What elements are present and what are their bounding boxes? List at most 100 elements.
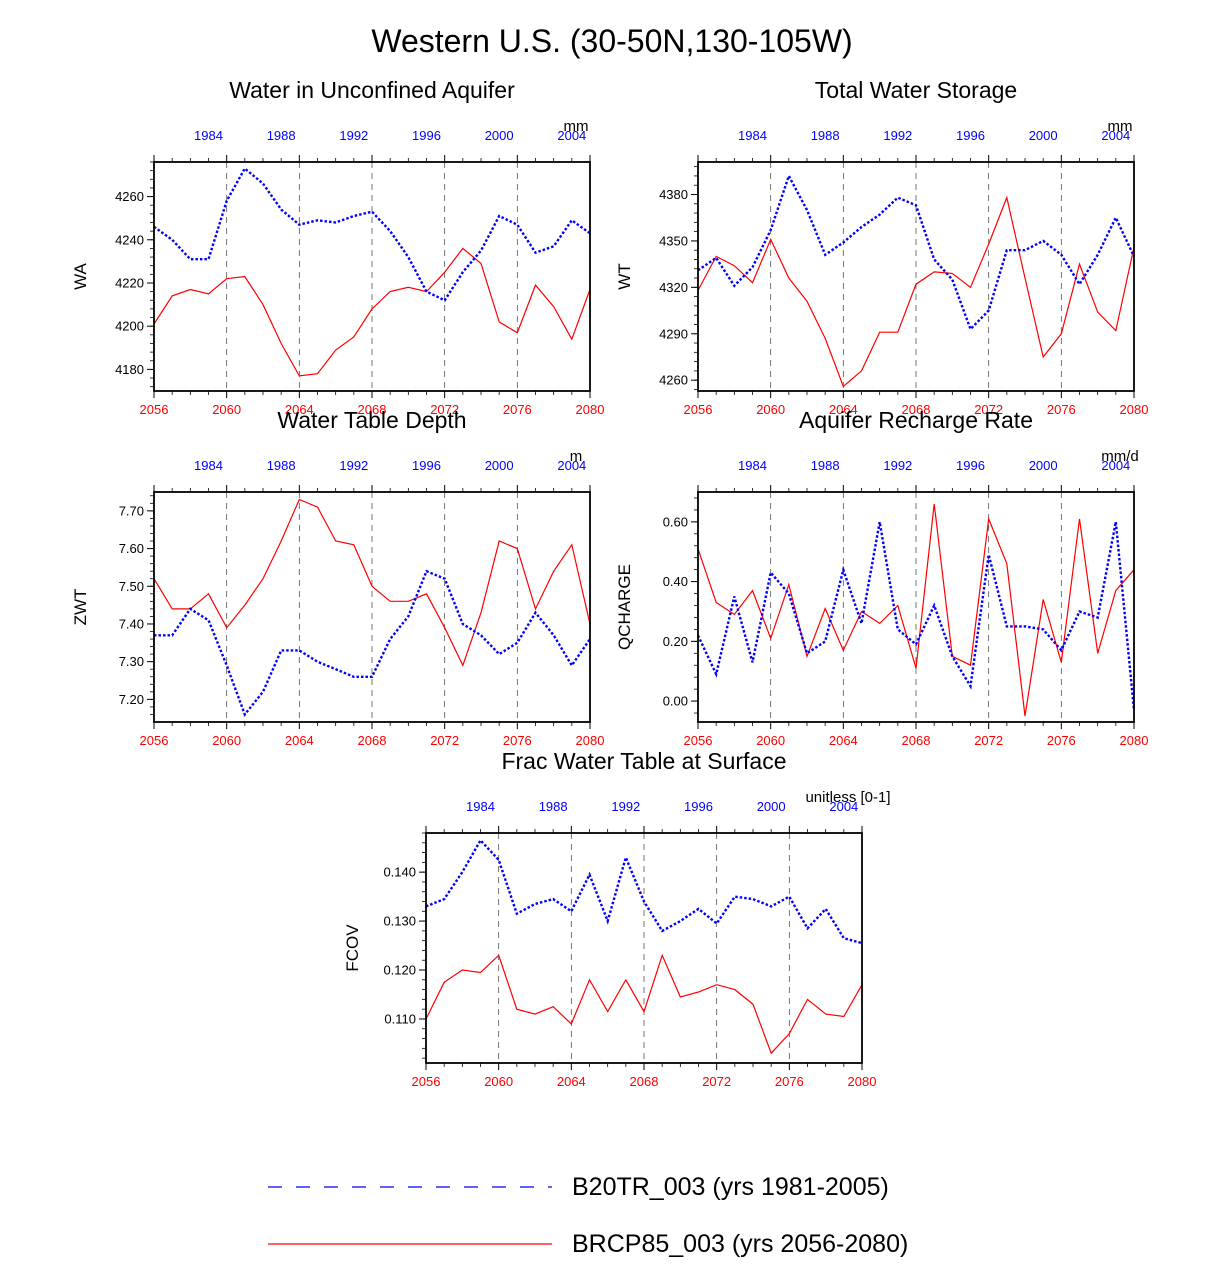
y-tick-label: 4180 <box>115 362 144 377</box>
x-tick-label-bottom: 2060 <box>484 1074 513 1089</box>
y-axis-label: QCHARGE <box>615 564 634 650</box>
x-tick-label-bottom: 2060 <box>212 402 241 417</box>
legend-label-brcp85: BRCP85_003 (yrs 2056-2080) <box>572 1230 908 1258</box>
y-tick-label: 0.40 <box>663 574 688 589</box>
y-tick-label: 7.70 <box>119 503 144 518</box>
x-tick-label-bottom: 2072 <box>974 402 1003 417</box>
x-tick-label-top: 2000 <box>757 799 786 814</box>
y-tick-label: 0.130 <box>383 914 416 929</box>
x-tick-label-bottom: 2056 <box>412 1074 441 1089</box>
x-tick-label-top: 1992 <box>611 799 640 814</box>
x-tick-label-bottom: 2068 <box>358 733 387 748</box>
x-tick-label-bottom: 2076 <box>503 402 532 417</box>
x-tick-label-top: 1988 <box>811 458 840 473</box>
y-tick-label: 4240 <box>115 232 144 247</box>
units-label: m <box>570 448 583 465</box>
y-tick-label: 4200 <box>115 319 144 334</box>
x-tick-label-bottom: 2064 <box>557 1074 586 1089</box>
x-tick-label-bottom: 2072 <box>430 733 459 748</box>
x-tick-label-bottom: 2064 <box>829 402 858 417</box>
units-label: mm <box>564 118 589 135</box>
y-tick-label: 0.110 <box>384 1011 416 1026</box>
x-tick-label-top: 1996 <box>412 458 441 473</box>
y-tick-label: 4260 <box>115 189 144 204</box>
x-tick-label-bottom: 2076 <box>1047 733 1076 748</box>
x-tick-label-top: 1984 <box>466 799 495 814</box>
chart-panel-3: Water Table Depth m ZWT 7.20 7.30 7.40 7.50 7.6… <box>71 407 604 748</box>
y-tick-label: 7.60 <box>119 541 144 556</box>
chart-panels: Water in Unconfined Aquifer mm WA 4180 4200 4… <box>71 77 1148 1089</box>
x-tick-label-bottom: 2064 <box>285 733 314 748</box>
x-tick-label-top: 1984 <box>738 458 767 473</box>
x-tick-label-top: 2004 <box>1101 128 1130 143</box>
y-tick-label: 4380 <box>659 187 688 202</box>
x-tick-label-bottom: 2064 <box>285 402 314 417</box>
y-tick-label: 7.40 <box>119 616 144 631</box>
x-tick-label-bottom: 2076 <box>503 733 532 748</box>
y-axis-label: FCOV <box>343 924 362 972</box>
x-tick-label-top: 2004 <box>557 458 586 473</box>
x-tick-label-bottom: 2060 <box>756 402 785 417</box>
x-tick-label-bottom: 2056 <box>140 402 169 417</box>
units-label: mm <box>1108 118 1133 135</box>
x-tick-label-top: 2000 <box>1029 128 1058 143</box>
legend-label-b20tr: B20TR_003 (yrs 1981-2005) <box>572 1173 889 1201</box>
series-line-b20tr <box>697 172 1136 332</box>
y-tick-label: 4220 <box>115 275 144 290</box>
y-axis-label: WA <box>71 262 90 289</box>
x-tick-label-top: 1992 <box>883 458 912 473</box>
x-tick-label-top: 2004 <box>1101 458 1130 473</box>
x-tick-label-top: 1992 <box>339 128 368 143</box>
plot-frame <box>153 161 591 392</box>
series-line-b20tr <box>154 569 591 717</box>
y-axis-label: WT <box>615 263 634 289</box>
chart-panel-4: Aquifer Recharge Rate mm/d QCHARGE 0.00 0.20… <box>615 407 1148 748</box>
x-tick-label-top: 2004 <box>557 128 586 143</box>
panel-title: Aquifer Recharge Rate <box>799 407 1033 433</box>
x-tick-label-top: 1984 <box>194 128 223 143</box>
series-line-brcp85 <box>697 195 1135 388</box>
x-tick-label-bottom: 2080 <box>1120 733 1149 748</box>
units-label: mm/d <box>1101 448 1139 465</box>
x-tick-label-bottom: 2072 <box>974 733 1003 748</box>
panel-title: Frac Water Table at Surface <box>501 748 786 774</box>
series-line-brcp85 <box>697 503 1135 717</box>
x-tick-label-top: 1988 <box>811 128 840 143</box>
series-line-b20tr <box>425 838 863 945</box>
x-tick-label-top: 1988 <box>539 799 568 814</box>
x-tick-label-top: 1992 <box>339 458 368 473</box>
plot-frame <box>425 832 863 1064</box>
x-tick-label-top: 1988 <box>267 458 296 473</box>
x-tick-label-top: 1984 <box>738 128 767 143</box>
legend: B20TR_003 (yrs 1981-2005) BRCP85_003 (yr… <box>268 1173 908 1258</box>
x-tick-label-top: 2004 <box>829 799 858 814</box>
x-tick-label-bottom: 2056 <box>684 402 713 417</box>
x-tick-label-bottom: 2068 <box>630 1074 659 1089</box>
y-axis-label: ZWT <box>71 589 90 626</box>
y-tick-label: 7.50 <box>119 579 144 594</box>
x-tick-label-bottom: 2068 <box>358 402 387 417</box>
y-tick-label: 4290 <box>659 326 688 341</box>
y-tick-label: 0.60 <box>663 514 688 529</box>
series-line-brcp85 <box>425 953 863 1055</box>
x-tick-label-top: 1996 <box>956 458 985 473</box>
panel-title: Total Water Storage <box>815 77 1017 103</box>
figure-title: Western U.S. (30-50N,130-105W) <box>371 23 852 59</box>
y-tick-label: 7.30 <box>119 654 144 669</box>
plot-frame <box>153 491 591 723</box>
plot-frame <box>697 491 1135 723</box>
x-tick-label-bottom: 2080 <box>1120 402 1149 417</box>
x-tick-label-top: 1988 <box>267 128 296 143</box>
y-tick-label: 0.120 <box>383 963 416 978</box>
x-tick-label-bottom: 2056 <box>140 733 169 748</box>
x-tick-label-bottom: 2056 <box>684 733 713 748</box>
plot-frame <box>697 161 1135 392</box>
x-tick-label-bottom: 2080 <box>576 733 605 748</box>
x-tick-label-top: 1996 <box>956 128 985 143</box>
y-tick-label: 4260 <box>659 373 688 388</box>
x-tick-label-bottom: 2060 <box>756 733 785 748</box>
x-tick-label-top: 2000 <box>485 458 514 473</box>
chart-panel-5: Frac Water Table at Surface unitless [0-1… <box>343 748 891 1089</box>
x-tick-label-top: 1992 <box>883 128 912 143</box>
panel-title: Water in Unconfined Aquifer <box>229 77 515 103</box>
